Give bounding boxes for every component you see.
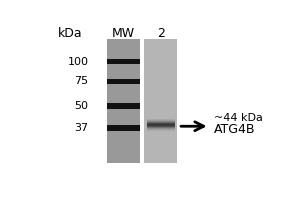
Bar bbox=[107, 79, 140, 84]
Bar bbox=[145, 39, 177, 163]
Bar bbox=[107, 103, 140, 109]
Bar bbox=[147, 131, 175, 132]
Text: 75: 75 bbox=[74, 76, 89, 86]
Text: ~44 kDa: ~44 kDa bbox=[214, 113, 263, 123]
Bar bbox=[147, 128, 175, 129]
Text: ATG4B: ATG4B bbox=[214, 123, 256, 136]
Text: 50: 50 bbox=[75, 101, 89, 111]
Bar bbox=[107, 59, 140, 64]
Bar bbox=[107, 125, 140, 131]
Bar bbox=[147, 126, 175, 127]
Text: 100: 100 bbox=[68, 57, 89, 67]
Bar bbox=[147, 130, 175, 131]
Bar bbox=[147, 123, 175, 124]
Bar bbox=[147, 122, 175, 123]
Bar bbox=[147, 119, 175, 120]
Text: 2: 2 bbox=[157, 27, 165, 40]
Bar bbox=[147, 129, 175, 130]
Bar bbox=[107, 39, 140, 163]
Bar bbox=[147, 125, 175, 126]
Bar bbox=[147, 124, 175, 125]
Text: MW: MW bbox=[112, 27, 135, 40]
Bar bbox=[147, 127, 175, 128]
Text: kDa: kDa bbox=[58, 27, 82, 40]
Text: 37: 37 bbox=[74, 123, 89, 133]
Bar bbox=[147, 121, 175, 122]
Bar bbox=[147, 120, 175, 121]
